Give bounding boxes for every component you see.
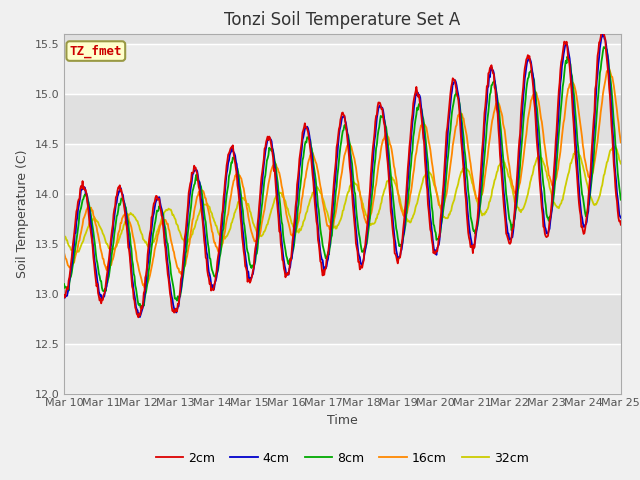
32cm (128, 212, 136, 217)
16cm (60, 250, 68, 255)
X-axis label: Time: Time (327, 414, 358, 427)
Bar (64, 44, 621, 94)
4cm (60, 294, 68, 300)
8cm (214, 267, 222, 273)
16cm (70, 260, 78, 265)
16cm (605, 66, 613, 72)
4cm (127, 265, 135, 271)
4cm (599, 27, 607, 33)
2cm (214, 253, 222, 259)
32cm (428, 172, 435, 178)
32cm (411, 208, 419, 214)
2cm (60, 292, 68, 298)
Line: 4cm: 4cm (64, 30, 621, 317)
Bar (64, 144, 621, 193)
16cm (428, 153, 435, 158)
Bar (64, 344, 621, 394)
2cm (428, 229, 435, 235)
16cm (185, 244, 193, 250)
32cm (185, 236, 193, 242)
32cm (610, 144, 618, 149)
2cm (185, 190, 193, 196)
4cm (70, 242, 78, 248)
16cm (411, 158, 419, 164)
16cm (127, 225, 135, 230)
4cm (428, 220, 435, 226)
2cm (411, 92, 419, 97)
4cm (185, 204, 193, 210)
8cm (137, 305, 145, 311)
8cm (70, 253, 78, 259)
16cm (214, 248, 222, 254)
16cm (141, 285, 148, 290)
Line: 2cm: 2cm (64, 28, 621, 317)
32cm (60, 231, 68, 237)
2cm (127, 275, 135, 280)
2cm (70, 232, 78, 238)
Title: Tonzi Soil Temperature Set A: Tonzi Soil Temperature Set A (224, 11, 461, 29)
8cm (185, 223, 193, 229)
Line: 32cm: 32cm (64, 146, 621, 252)
4cm (214, 263, 222, 268)
Y-axis label: Soil Temperature (C): Soil Temperature (C) (16, 149, 29, 278)
8cm (600, 44, 607, 50)
Bar (64, 243, 621, 294)
Line: 16cm: 16cm (64, 69, 621, 288)
32cm (70, 249, 78, 254)
8cm (428, 194, 435, 200)
16cm (617, 140, 625, 145)
32cm (617, 161, 625, 167)
32cm (71, 249, 79, 255)
2cm (134, 314, 142, 320)
2cm (598, 25, 606, 31)
Text: TZ_fmet: TZ_fmet (70, 44, 122, 58)
4cm (136, 314, 144, 320)
4cm (411, 99, 419, 105)
8cm (617, 197, 625, 203)
8cm (60, 281, 68, 287)
8cm (127, 246, 135, 252)
Legend: 2cm, 4cm, 8cm, 16cm, 32cm: 2cm, 4cm, 8cm, 16cm, 32cm (150, 447, 534, 469)
2cm (617, 222, 625, 228)
8cm (411, 121, 419, 127)
4cm (617, 215, 625, 221)
Line: 8cm: 8cm (64, 47, 621, 308)
32cm (214, 229, 222, 235)
